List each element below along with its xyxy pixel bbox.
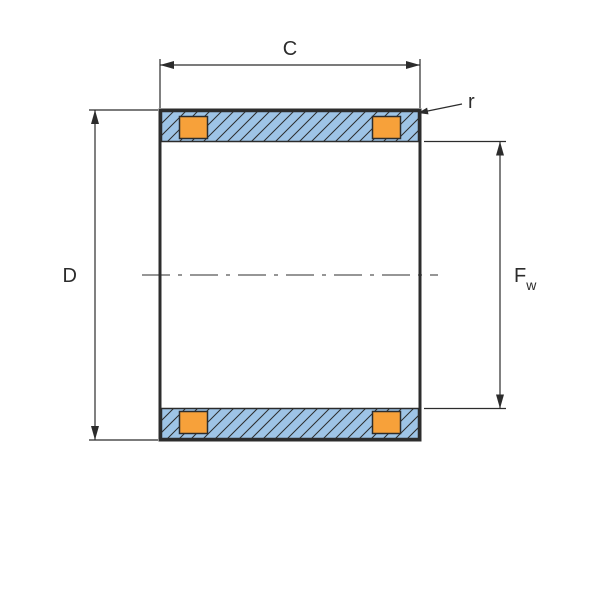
roller-bottom-right <box>373 412 401 434</box>
dim-label-fw: Fw <box>514 265 537 293</box>
dim-label-c: C <box>283 38 297 60</box>
dim-label-d: D <box>63 265 77 287</box>
technical-drawing: C D Fw r <box>0 0 600 600</box>
roller-top-left <box>180 117 208 139</box>
dim-label-r: r <box>468 91 475 113</box>
roller-top-right <box>373 117 401 139</box>
roller-bottom-left <box>180 412 208 434</box>
